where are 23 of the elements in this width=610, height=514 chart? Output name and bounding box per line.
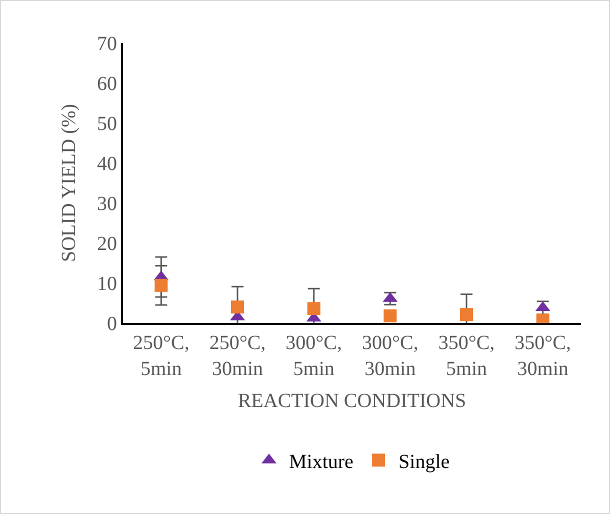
x-tick-label: 350°C, 5min — [438, 332, 495, 380]
legend-label: Single — [398, 450, 450, 473]
y-tick-label: 40 — [97, 153, 117, 175]
y-tick-label: 70 — [97, 33, 117, 55]
point — [154, 278, 168, 292]
point — [460, 308, 473, 322]
point — [384, 309, 397, 322]
y-tick-label: 0 — [107, 313, 117, 335]
y-tick-label: 60 — [97, 73, 117, 95]
y-tick-label: 30 — [97, 193, 117, 215]
x-axis-title: REACTION CONDITIONS — [238, 390, 466, 412]
y-tick-label: 20 — [97, 233, 117, 255]
x-tick-label: 250°C, 30min — [209, 332, 266, 380]
x-tick-label: 300°C, 5min — [286, 332, 342, 380]
point — [231, 300, 244, 314]
x-tick-label: 250°C, 5min — [133, 332, 190, 380]
y-tick-label: 10 — [97, 273, 117, 295]
y-axis-title: SOLID YIELD (%) — [58, 104, 80, 262]
y-tick-label: 50 — [97, 113, 117, 135]
x-tick-label: 350°C, 30min — [514, 332, 571, 380]
x-tick-label: 300°C, 30min — [362, 332, 418, 380]
point — [307, 302, 320, 316]
legend-label: Mixture — [289, 450, 354, 473]
